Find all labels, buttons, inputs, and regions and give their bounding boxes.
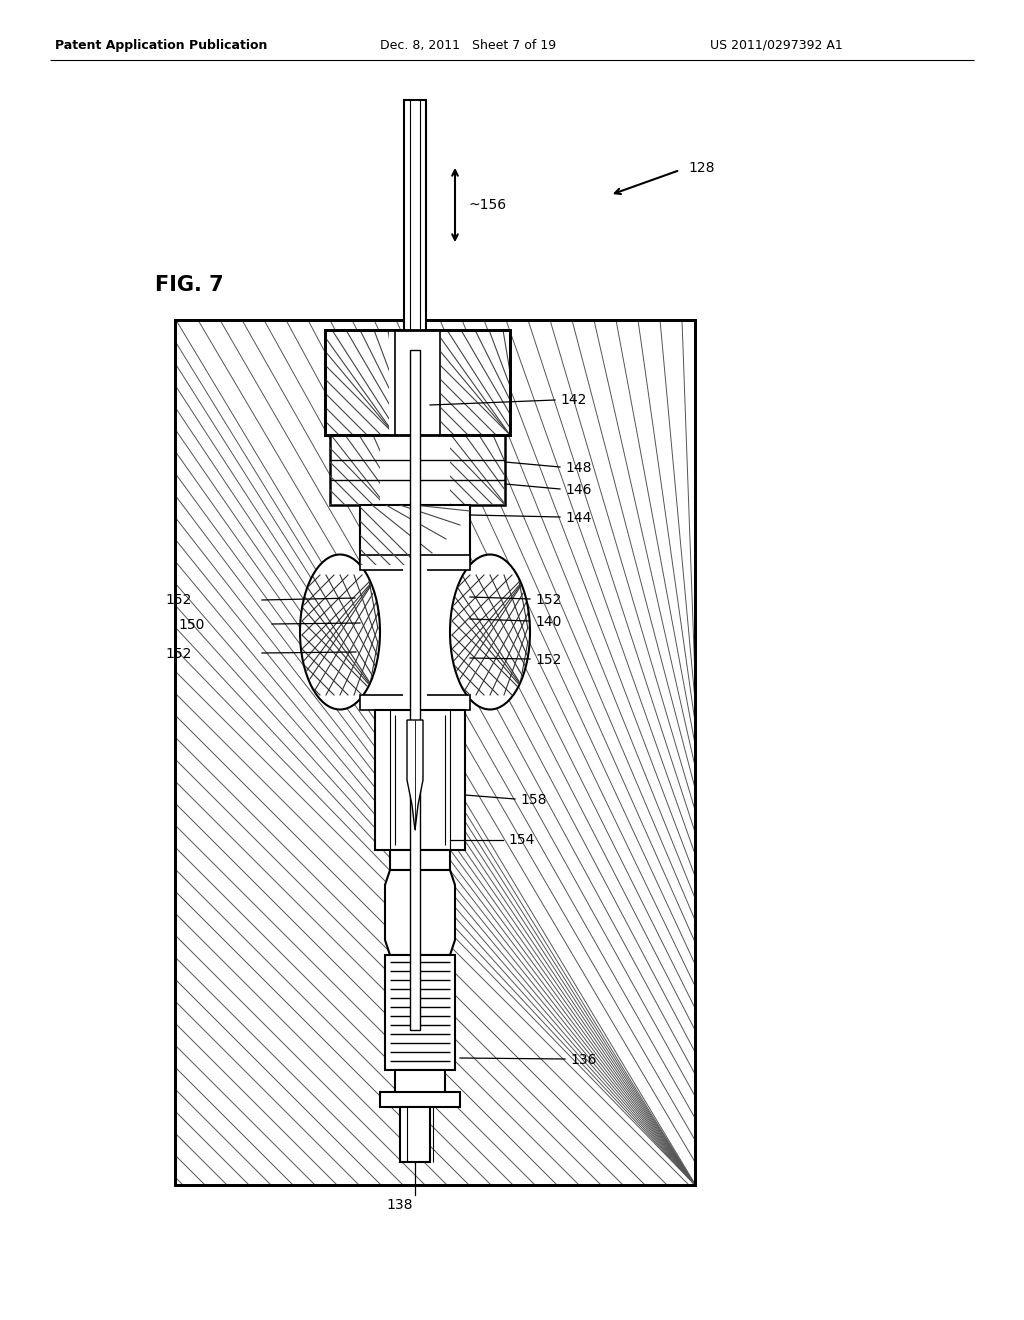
Bar: [389, 330, 441, 436]
Text: Patent Application Publication: Patent Application Publication: [55, 38, 267, 51]
Polygon shape: [407, 719, 423, 830]
Text: 152: 152: [165, 647, 191, 661]
Ellipse shape: [451, 556, 529, 709]
Bar: [175, 319, 695, 1185]
Text: 136: 136: [570, 1053, 597, 1067]
Bar: [395, 1071, 445, 1096]
Bar: [325, 330, 510, 436]
Text: 128: 128: [688, 161, 715, 176]
Bar: [175, 319, 695, 1185]
Bar: [440, 330, 510, 436]
Bar: [400, 1107, 430, 1162]
Bar: [360, 565, 470, 700]
Ellipse shape: [301, 556, 379, 709]
Bar: [404, 100, 426, 405]
Bar: [330, 436, 505, 506]
Text: US 2011/0297392 A1: US 2011/0297392 A1: [710, 38, 843, 51]
Text: 158: 158: [520, 793, 547, 807]
Bar: [375, 710, 465, 850]
Bar: [360, 696, 470, 710]
Text: 152: 152: [535, 593, 561, 607]
Bar: [330, 436, 385, 506]
Bar: [360, 506, 470, 565]
Text: 148: 148: [565, 461, 592, 475]
Bar: [325, 330, 395, 436]
Bar: [360, 554, 470, 570]
Text: 154: 154: [508, 833, 535, 847]
Polygon shape: [385, 870, 455, 954]
Text: FIG. 7: FIG. 7: [155, 275, 223, 294]
Bar: [325, 330, 510, 436]
Bar: [403, 565, 427, 700]
Bar: [410, 350, 420, 1030]
Text: 142: 142: [560, 393, 587, 407]
Ellipse shape: [450, 554, 530, 710]
Text: Dec. 8, 2011   Sheet 7 of 19: Dec. 8, 2011 Sheet 7 of 19: [380, 38, 556, 51]
Ellipse shape: [300, 554, 380, 710]
Bar: [380, 1092, 460, 1107]
Text: 152: 152: [535, 653, 561, 667]
Bar: [380, 436, 450, 506]
Text: 138: 138: [387, 1199, 414, 1212]
Text: 150: 150: [178, 618, 205, 632]
Text: 144: 144: [565, 511, 592, 525]
Text: 140: 140: [535, 615, 561, 630]
Bar: [360, 506, 470, 565]
Bar: [390, 850, 450, 870]
Bar: [450, 436, 505, 506]
Bar: [385, 954, 455, 1071]
Text: ~156: ~156: [468, 198, 506, 213]
Text: 152: 152: [165, 593, 191, 607]
Text: 146: 146: [565, 483, 592, 498]
Bar: [175, 319, 695, 1185]
